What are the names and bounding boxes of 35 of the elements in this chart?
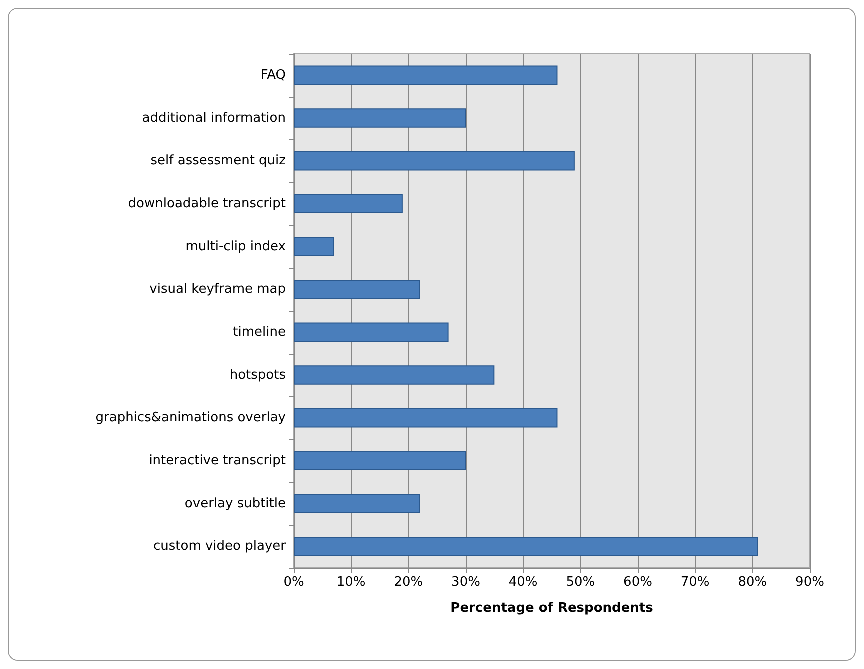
bar bbox=[294, 536, 758, 556]
x-axis-title: Percentage of Respondents bbox=[450, 601, 654, 616]
x-tick-label: 20% bbox=[394, 575, 424, 590]
bar bbox=[294, 237, 334, 256]
y-tick-label: hotspots bbox=[230, 368, 286, 383]
bar bbox=[294, 408, 558, 428]
y-tick-label: visual keyframe map bbox=[150, 282, 286, 298]
y-tick-label: graphics&animations overlay bbox=[96, 410, 286, 426]
y-tick-label: overlay subtitle bbox=[184, 496, 286, 512]
bar bbox=[294, 494, 420, 514]
x-tick-label: 10% bbox=[336, 575, 366, 590]
bar bbox=[294, 322, 449, 342]
bar bbox=[294, 366, 495, 385]
x-tick-label: 90% bbox=[796, 575, 824, 590]
x-tick-label: 80% bbox=[738, 575, 768, 590]
x-tick-label: 0% bbox=[284, 575, 304, 590]
y-tick-label: FAQ bbox=[260, 68, 286, 83]
bar bbox=[294, 151, 575, 171]
bar bbox=[294, 66, 558, 86]
x-tick-label: 50% bbox=[566, 575, 596, 590]
y-tick-label: timeline bbox=[233, 324, 286, 340]
y-tick-label: interactive transcript bbox=[149, 453, 286, 468]
y-tick-label: additional information bbox=[142, 110, 286, 126]
x-tick-label: 40% bbox=[508, 575, 538, 590]
x-tick-label: 70% bbox=[680, 575, 710, 590]
y-tick-label: downloadable transcript bbox=[128, 196, 286, 212]
y-tick-label: custom video player bbox=[153, 539, 287, 554]
bar bbox=[294, 194, 403, 214]
bar bbox=[294, 451, 466, 471]
x-tick-label: 60% bbox=[624, 575, 652, 590]
x-tick-label: 30% bbox=[452, 575, 480, 590]
bar bbox=[294, 280, 420, 300]
bar bbox=[294, 108, 466, 128]
y-tick-label: multi-clip index bbox=[186, 239, 286, 254]
y-tick-label: self assessment quiz bbox=[150, 154, 286, 169]
